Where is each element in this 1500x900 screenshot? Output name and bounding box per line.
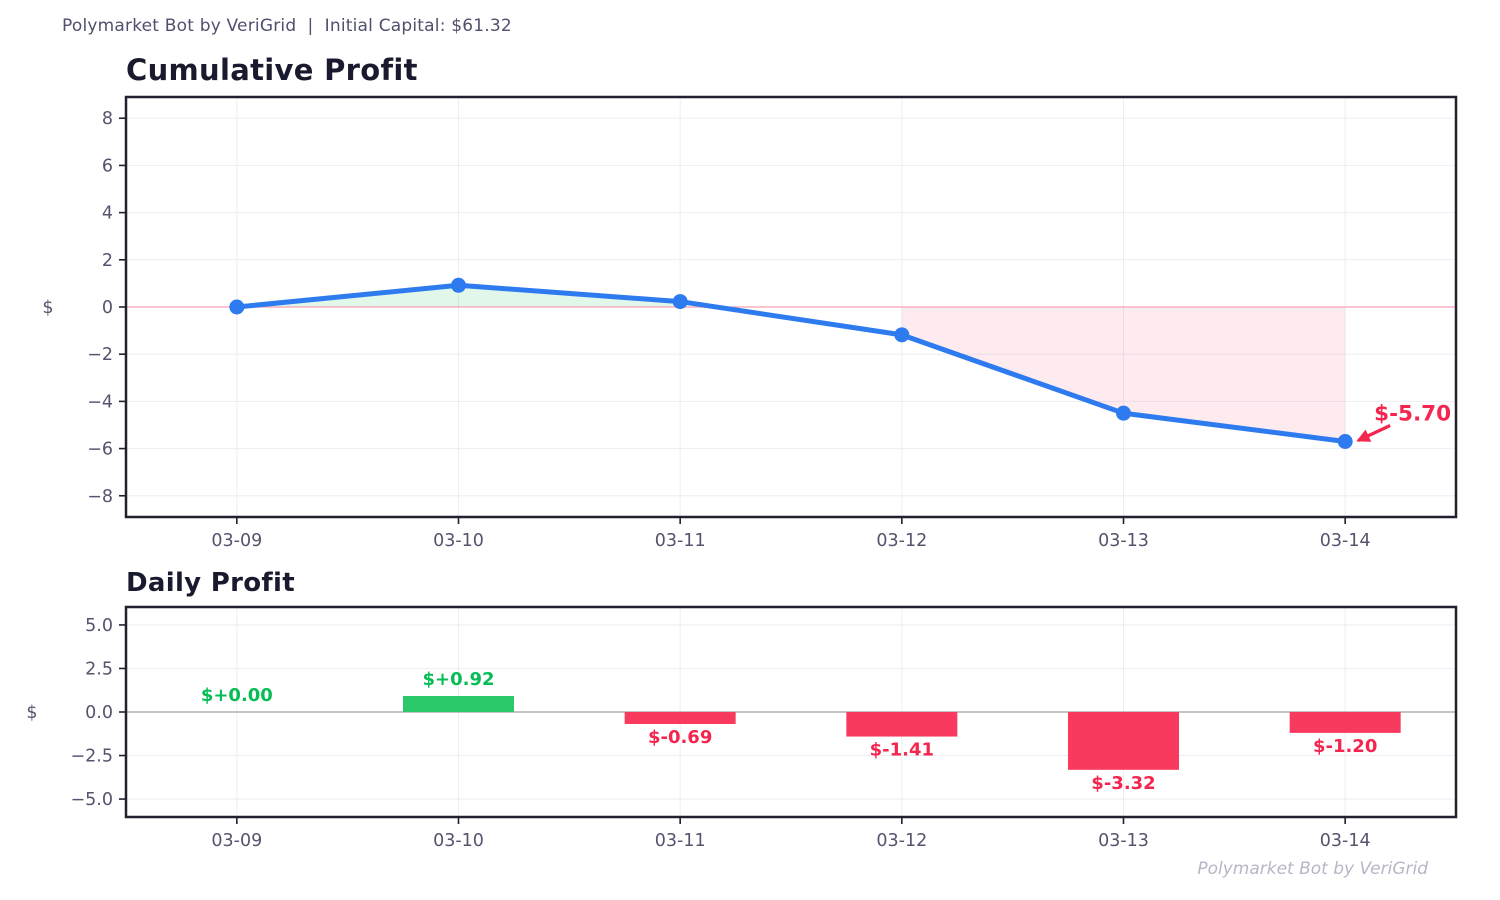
x-tick-label: 03-14: [1320, 531, 1371, 551]
cumulative-line: [234, 282, 1348, 444]
bar-value-label: $-0.69: [648, 727, 712, 748]
x-tick-label: 03-09: [211, 831, 262, 851]
profit-bar: [1068, 712, 1179, 770]
profit-bar: [403, 695, 514, 712]
x-tick-label: 03-11: [655, 831, 706, 851]
data-point: [1337, 433, 1353, 449]
y-axis-label: $: [42, 298, 53, 318]
bar-value-label: $+0.00: [201, 685, 273, 706]
y-tick-label: 2.5: [85, 659, 113, 679]
y-tick-label: −5.0: [71, 790, 114, 810]
page-header: Polymarket Bot by VeriGrid | Initial Cap…: [62, 16, 512, 36]
bar-value-label: $-3.32: [1091, 773, 1155, 794]
data-point: [672, 294, 688, 310]
profit-area-positive: [236, 285, 681, 307]
x-tick-label: 03-13: [1098, 831, 1149, 851]
y-tick-label: 0: [102, 298, 113, 318]
x-tick-label: 03-10: [433, 531, 484, 551]
last-value-annotation: $-5.70: [1374, 401, 1451, 426]
y-tick-label: 8: [102, 109, 113, 129]
y-tick-label: 2: [102, 251, 113, 271]
x-tick-label: 03-14: [1320, 831, 1371, 851]
y-tick-label: −2.5: [71, 747, 114, 767]
y-tick-label: −6: [87, 440, 113, 460]
profit-area-negative: [901, 307, 1346, 442]
data-point: [894, 327, 910, 343]
profit-bar: [624, 712, 736, 725]
y-tick-label: 6: [102, 156, 113, 176]
y-tick-label: 5.0: [85, 616, 113, 636]
x-tick-label: 03-10: [433, 831, 484, 851]
x-tick-label: 03-13: [1098, 531, 1149, 551]
data-point: [1116, 405, 1131, 421]
x-tick-label: 03-12: [876, 831, 927, 851]
y-tick-label: −4: [87, 392, 113, 412]
daily-profit-chart: $+0.00 $+0.92 $-0.69 $-1.41 $-3.32 $-1.20 03-0…: [26, 605, 1458, 851]
y-tick-label: −8: [87, 487, 113, 507]
watermark: Polymarket Bot by VeriGrid: [1197, 859, 1428, 879]
cumulative-profit-title: Cumulative Profit: [126, 53, 418, 87]
x-tick-label: 03-12: [876, 531, 927, 551]
cumulative-profit-chart: 03-09 03-10 03-11 03-12 03-13 03-14 8 6 4 2 0 −2 −4 −…: [42, 95, 1458, 551]
bar-value-label: $-1.41: [870, 740, 934, 761]
profit-bar: [1289, 712, 1401, 733]
y-tick-label: 0.0: [85, 703, 113, 723]
y-tick-label: −2: [87, 345, 113, 365]
bar-value-label: $-1.20: [1313, 736, 1377, 757]
x-tick-label: 03-09: [211, 531, 262, 551]
data-point: [229, 299, 245, 315]
profit-bar: [846, 712, 958, 737]
x-tick-label: 03-11: [655, 531, 706, 551]
daily-profit-title: Daily Profit: [126, 568, 295, 598]
data-point: [451, 277, 466, 293]
bar-value-label: $+0.92: [422, 669, 494, 690]
annotation-arrow-icon: [1356, 424, 1391, 442]
y-tick-label: 4: [102, 204, 113, 224]
y-axis-label: $: [26, 703, 37, 723]
